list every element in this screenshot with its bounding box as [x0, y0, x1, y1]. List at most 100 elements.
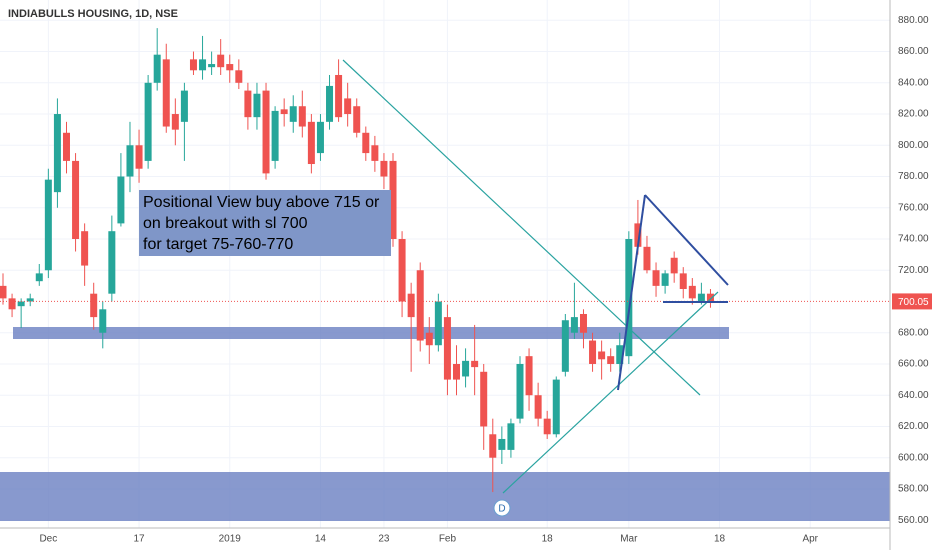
candle-body: [652, 270, 660, 286]
candle-body: [516, 363, 524, 419]
candle-body: [208, 64, 216, 68]
candle-body: [81, 231, 89, 266]
candle-body: [489, 434, 497, 458]
candle-body: [289, 106, 297, 122]
annotation-text: on breakout with sl 700: [143, 215, 308, 232]
candle-body: [416, 270, 424, 341]
candle-body: [670, 257, 678, 274]
candle-body: [706, 293, 714, 302]
y-tick-label: 880.00: [898, 15, 929, 26]
candle-body: [389, 160, 397, 240]
candle-body: [44, 179, 52, 271]
y-tick-label: 820.00: [898, 109, 929, 120]
candle-body: [407, 293, 415, 318]
candle-body: [625, 239, 633, 357]
candle-body: [180, 90, 188, 122]
x-tick-label: Dec: [39, 534, 57, 545]
candle-body: [552, 379, 560, 435]
event-marker[interactable]: [493, 499, 511, 517]
candle-body: [398, 239, 406, 302]
y-tick-label: 580.00: [898, 484, 929, 495]
candle-body: [688, 285, 696, 299]
x-tick-label: Apr: [802, 534, 818, 545]
candle-body: [253, 93, 261, 118]
x-tick-label: 2019: [219, 534, 242, 545]
x-tick-label: Mar: [620, 534, 638, 545]
candle-body: [117, 176, 125, 224]
candle-body: [226, 64, 234, 71]
candle-body: [35, 273, 43, 282]
y-tick-label: 860.00: [898, 46, 929, 57]
candle-body: [507, 423, 515, 450]
y-tick-label: 640.00: [898, 390, 929, 401]
candle-body: [607, 356, 615, 364]
candle-body: [570, 317, 578, 333]
candle-body: [316, 121, 324, 154]
candle-body: [543, 418, 551, 435]
candle-body: [498, 438, 506, 450]
chart-title: INDIABULLS HOUSING, 1D, NSE: [8, 8, 178, 20]
trend-line: [502, 291, 719, 494]
event-marker-label[interactable]: D: [498, 504, 505, 515]
y-tick-label: 800.00: [898, 140, 929, 151]
candle-body: [616, 345, 624, 364]
candle-body: [135, 145, 143, 169]
candle-body: [471, 360, 479, 368]
candle-body: [108, 231, 116, 294]
candle-body: [425, 332, 433, 346]
candle-body: [162, 59, 170, 127]
x-tick-label: 23: [378, 534, 390, 545]
trend-line: [342, 59, 701, 396]
candle-body: [589, 340, 597, 364]
candle-body: [171, 114, 179, 130]
y-tick-label: 760.00: [898, 202, 929, 213]
x-tick-label: Feb: [439, 534, 457, 545]
trend-line: [644, 194, 729, 286]
last-price-label: 700.05: [898, 297, 929, 308]
candle-body: [126, 145, 134, 177]
x-tick-label: 18: [714, 534, 726, 545]
candle-body: [217, 54, 225, 68]
candle-body: [0, 285, 7, 299]
last-price-box: [892, 293, 932, 310]
candle-body: [534, 395, 542, 419]
y-tick-label: 620.00: [898, 421, 929, 432]
candle-body: [362, 132, 370, 154]
x-tick-label: 17: [133, 534, 145, 545]
candle-body: [697, 293, 705, 302]
axis: 560.00 580.00 600.00 620.00 640.00 660.00 680.…: [39, 15, 932, 545]
grid: [0, 0, 890, 528]
annotation-text: Positional View buy above 715 or: [143, 194, 380, 211]
candle-body: [335, 74, 343, 118]
candle-body: [643, 246, 651, 271]
y-tick-label: 660.00: [898, 359, 929, 370]
x-tick-label: 18: [542, 534, 554, 545]
candle-body: [235, 70, 243, 83]
candle-body: [72, 160, 80, 240]
candle-body: [380, 160, 388, 177]
support-zone: [13, 327, 729, 339]
candle-body: [525, 356, 533, 396]
candle-body: [344, 98, 352, 115]
candle-body: [189, 59, 197, 71]
y-tick-label: 680.00: [898, 327, 929, 338]
y-tick-label: 780.00: [898, 171, 929, 182]
candle-body: [679, 273, 687, 289]
candle-body: [434, 301, 442, 346]
candle-body: [144, 82, 152, 161]
annotation-box: [139, 190, 391, 256]
candle-body: [353, 106, 361, 133]
candle-body: [661, 273, 669, 286]
candle-body: [443, 317, 451, 380]
candle-body: [271, 110, 279, 161]
candle-body: [453, 363, 460, 380]
candle-body: [153, 54, 161, 83]
trend-line: [617, 194, 646, 391]
candle-body: [90, 293, 98, 318]
candle-body: [62, 132, 70, 161]
annotation-text: for target 75-760-770: [143, 236, 293, 253]
candle-body: [371, 145, 379, 161]
candle-body: [634, 223, 642, 247]
candle-body: [26, 298, 34, 302]
